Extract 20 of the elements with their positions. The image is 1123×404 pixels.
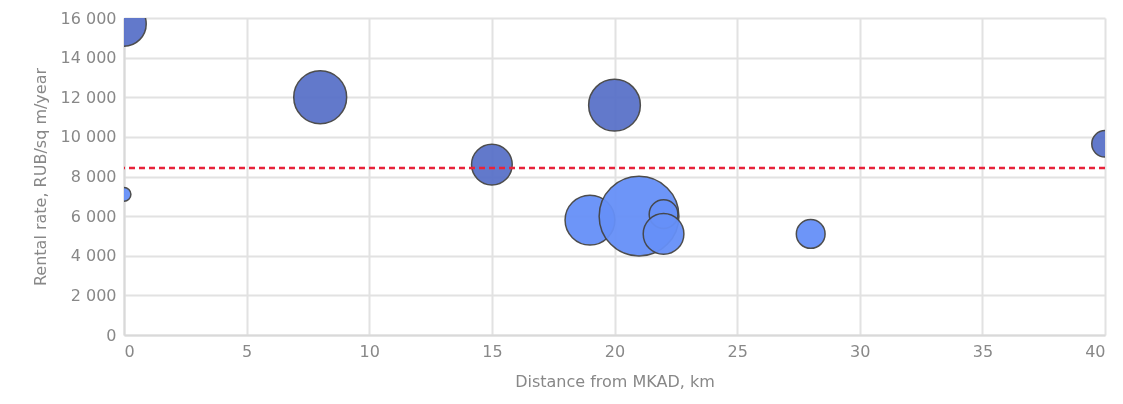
y-tick-label: 10 000 [60,127,117,147]
y-tick-label: 12 000 [60,87,117,107]
y-tick-label: 14 000 [60,48,117,68]
x-tick-label: 20 [604,341,626,361]
x-tick-label: 25 [727,341,748,361]
y-axis-title: Rental rate, RUB/sq m/year [30,67,50,287]
x-tick-label: 0 [124,341,135,361]
y-tick-label: 2 000 [70,285,117,305]
y-tick-label: 16 000 [60,8,117,28]
x-tick-label: 40 [1085,341,1106,361]
y-tick-label: 0 [106,325,117,345]
x-tick-label: 5 [242,341,253,361]
x-tick-label: 10 [359,341,380,361]
x-axis-title: Distance from MKAD, km [515,371,715,391]
y-tick-label: 6 000 [70,206,117,226]
x-tick-label: 30 [850,341,871,361]
x-tick-label: 35 [972,341,994,361]
y-tick-label: 4 000 [70,246,117,266]
y-tick-label: 8 000 [70,167,117,186]
x-tick-label: 15 [482,341,503,361]
